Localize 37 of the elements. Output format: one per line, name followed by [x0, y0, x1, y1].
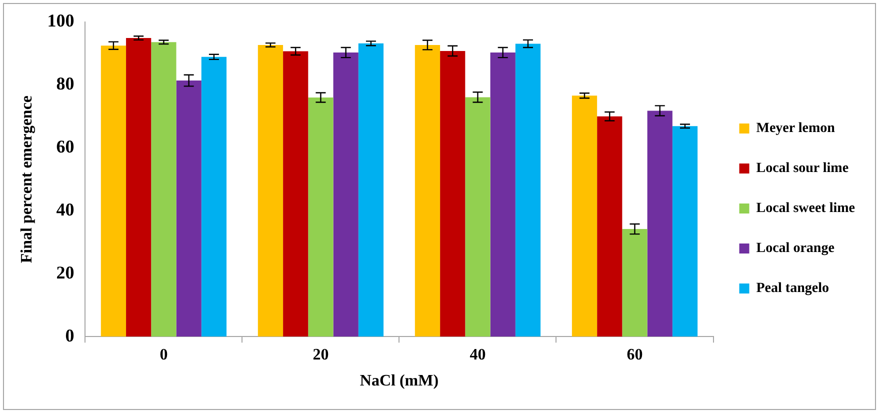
bar: [358, 43, 384, 337]
bar: [333, 52, 358, 337]
x-tick-label: 40: [470, 346, 486, 364]
legend-label: Local orange: [756, 241, 834, 256]
bar: [308, 98, 334, 337]
bar: [647, 110, 672, 337]
bar: [126, 38, 152, 337]
legend-label: Meyer lemon: [756, 121, 836, 136]
bar: [465, 97, 490, 337]
x-axis-title: NaCl (mM): [360, 372, 439, 390]
x-tick-label: 0: [160, 346, 168, 364]
bar: [597, 116, 622, 337]
bar: [151, 42, 176, 337]
legend-label: Peal tangelo: [756, 281, 829, 296]
x-tick-label: 20: [312, 346, 329, 364]
bar: [201, 56, 227, 337]
bar: [176, 80, 202, 337]
bar: [283, 51, 308, 337]
y-axis-title: Final percent emergence: [18, 95, 36, 264]
x-tick-label: 60: [626, 346, 643, 364]
bar: [490, 52, 516, 337]
y-tick-label: 100: [47, 10, 74, 31]
y-tick-label: 20: [56, 262, 74, 282]
bar: [572, 96, 598, 337]
bar: [622, 229, 648, 337]
legend-label: Local sweet lime: [756, 201, 856, 216]
bar: [100, 46, 126, 337]
y-tick-label: 0: [65, 325, 74, 346]
y-tick-label: 40: [56, 199, 74, 220]
bar: [258, 44, 284, 337]
bar: [515, 44, 541, 337]
bar: [672, 126, 698, 337]
y-tick-label: 60: [56, 136, 74, 156]
legend-label: Local sour lime: [756, 161, 849, 176]
bar: [440, 50, 466, 337]
bar: [414, 44, 440, 337]
y-tick-label: 80: [56, 74, 74, 94]
